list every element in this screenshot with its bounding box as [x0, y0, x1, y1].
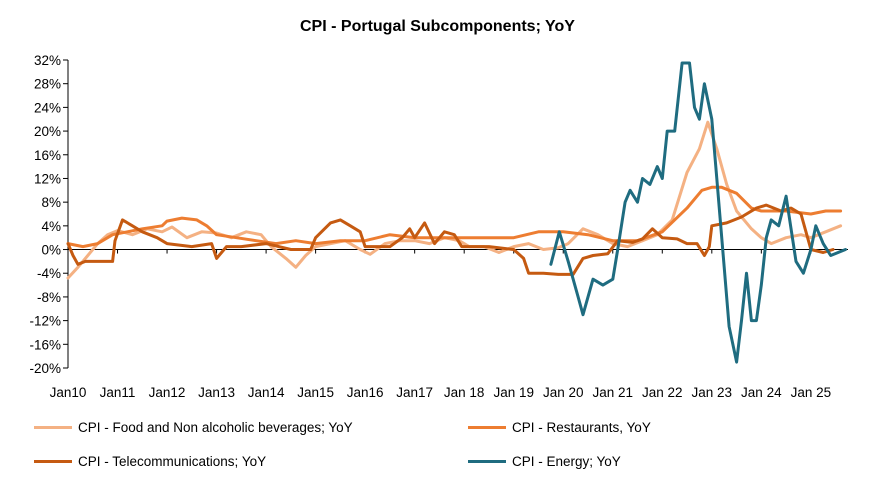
- x-tick-label: Jan 25: [791, 385, 832, 400]
- x-tick-label: Jan17: [396, 385, 433, 400]
- y-tick-label: 24%: [34, 100, 61, 115]
- legend-swatch-restaurants: [468, 425, 506, 429]
- x-tick-label: Jan13: [198, 385, 235, 400]
- y-tick-label: -8%: [37, 290, 61, 305]
- y-tick-label: -20%: [29, 361, 61, 376]
- series-line-restaurants: [66, 185, 843, 249]
- y-tick-label: 32%: [34, 53, 61, 68]
- x-tick-label: Jan 18: [444, 385, 485, 400]
- x-tick-label: Jan 20: [543, 385, 584, 400]
- y-tick-label: 20%: [34, 124, 61, 139]
- y-tick-label: 28%: [34, 77, 61, 92]
- legend-item-energy: CPI - Energy; YoY: [468, 451, 621, 471]
- x-tick-label: Jan12: [149, 385, 186, 400]
- x-tick-label: Jan 22: [642, 385, 683, 400]
- y-tick-label: 4%: [41, 219, 61, 234]
- legend-label-energy: CPI - Energy; YoY: [512, 453, 621, 469]
- legend-label-telecom: CPI - Telecommunications; YoY: [78, 453, 267, 469]
- y-tick-label: 8%: [41, 195, 61, 210]
- x-tick-label: Jan11: [100, 385, 136, 400]
- y-tick-label: -12%: [29, 314, 61, 329]
- series-line-telecom: [66, 203, 835, 276]
- legend-item-food: CPI - Food and Non alcoholic beverages; …: [34, 417, 353, 437]
- x-tick-label: Jan14: [248, 385, 285, 400]
- x-axis: Jan10 Jan11 Jan12 Jan13 Jan14 Jan15 Jan16 Jan17…: [50, 249, 848, 400]
- x-tick-label: Jan 21: [592, 385, 633, 400]
- chart-plot-area: 32% 28% 24% 20% 16% 12% 8% 4% 0% -4% -8% -12% -16% -2…: [29, 53, 848, 400]
- y-tick-label: 0%: [41, 243, 61, 258]
- legend-swatch-energy: [468, 459, 506, 463]
- x-tick-label: Jan 24: [741, 385, 782, 400]
- legend-label-restaurants: CPI - Restaurants, YoY: [512, 419, 651, 435]
- legend-label-food: CPI - Food and Non alcoholic beverages; …: [78, 419, 353, 435]
- x-tick-label: Jan 19: [493, 385, 534, 400]
- y-tick-label: -4%: [37, 266, 61, 281]
- series-line-energy: [549, 61, 847, 364]
- legend-item-restaurants: CPI - Restaurants, YoY: [468, 417, 651, 437]
- x-tick-label: Jan15: [297, 385, 334, 400]
- y-tick-label: 12%: [34, 171, 61, 186]
- legend-swatch-food: [34, 425, 72, 429]
- series-line-food: [66, 120, 843, 280]
- y-tick-label: -16%: [29, 337, 61, 352]
- y-axis: 32% 28% 24% 20% 16% 12% 8% 4% 0% -4% -8% -12% -16% -2…: [29, 53, 69, 376]
- legend-swatch-telecom: [34, 459, 72, 463]
- legend-item-telecom: CPI - Telecommunications; YoY: [34, 451, 266, 471]
- x-tick-label: Jan 23: [692, 385, 733, 400]
- chart-title: CPI - Portugal Subcomponents; YoY: [300, 18, 575, 35]
- x-tick-label: Jan16: [347, 385, 384, 400]
- y-tick-label: 16%: [34, 148, 61, 163]
- series-lines: [66, 61, 847, 364]
- x-tick-label: Jan10: [50, 385, 87, 400]
